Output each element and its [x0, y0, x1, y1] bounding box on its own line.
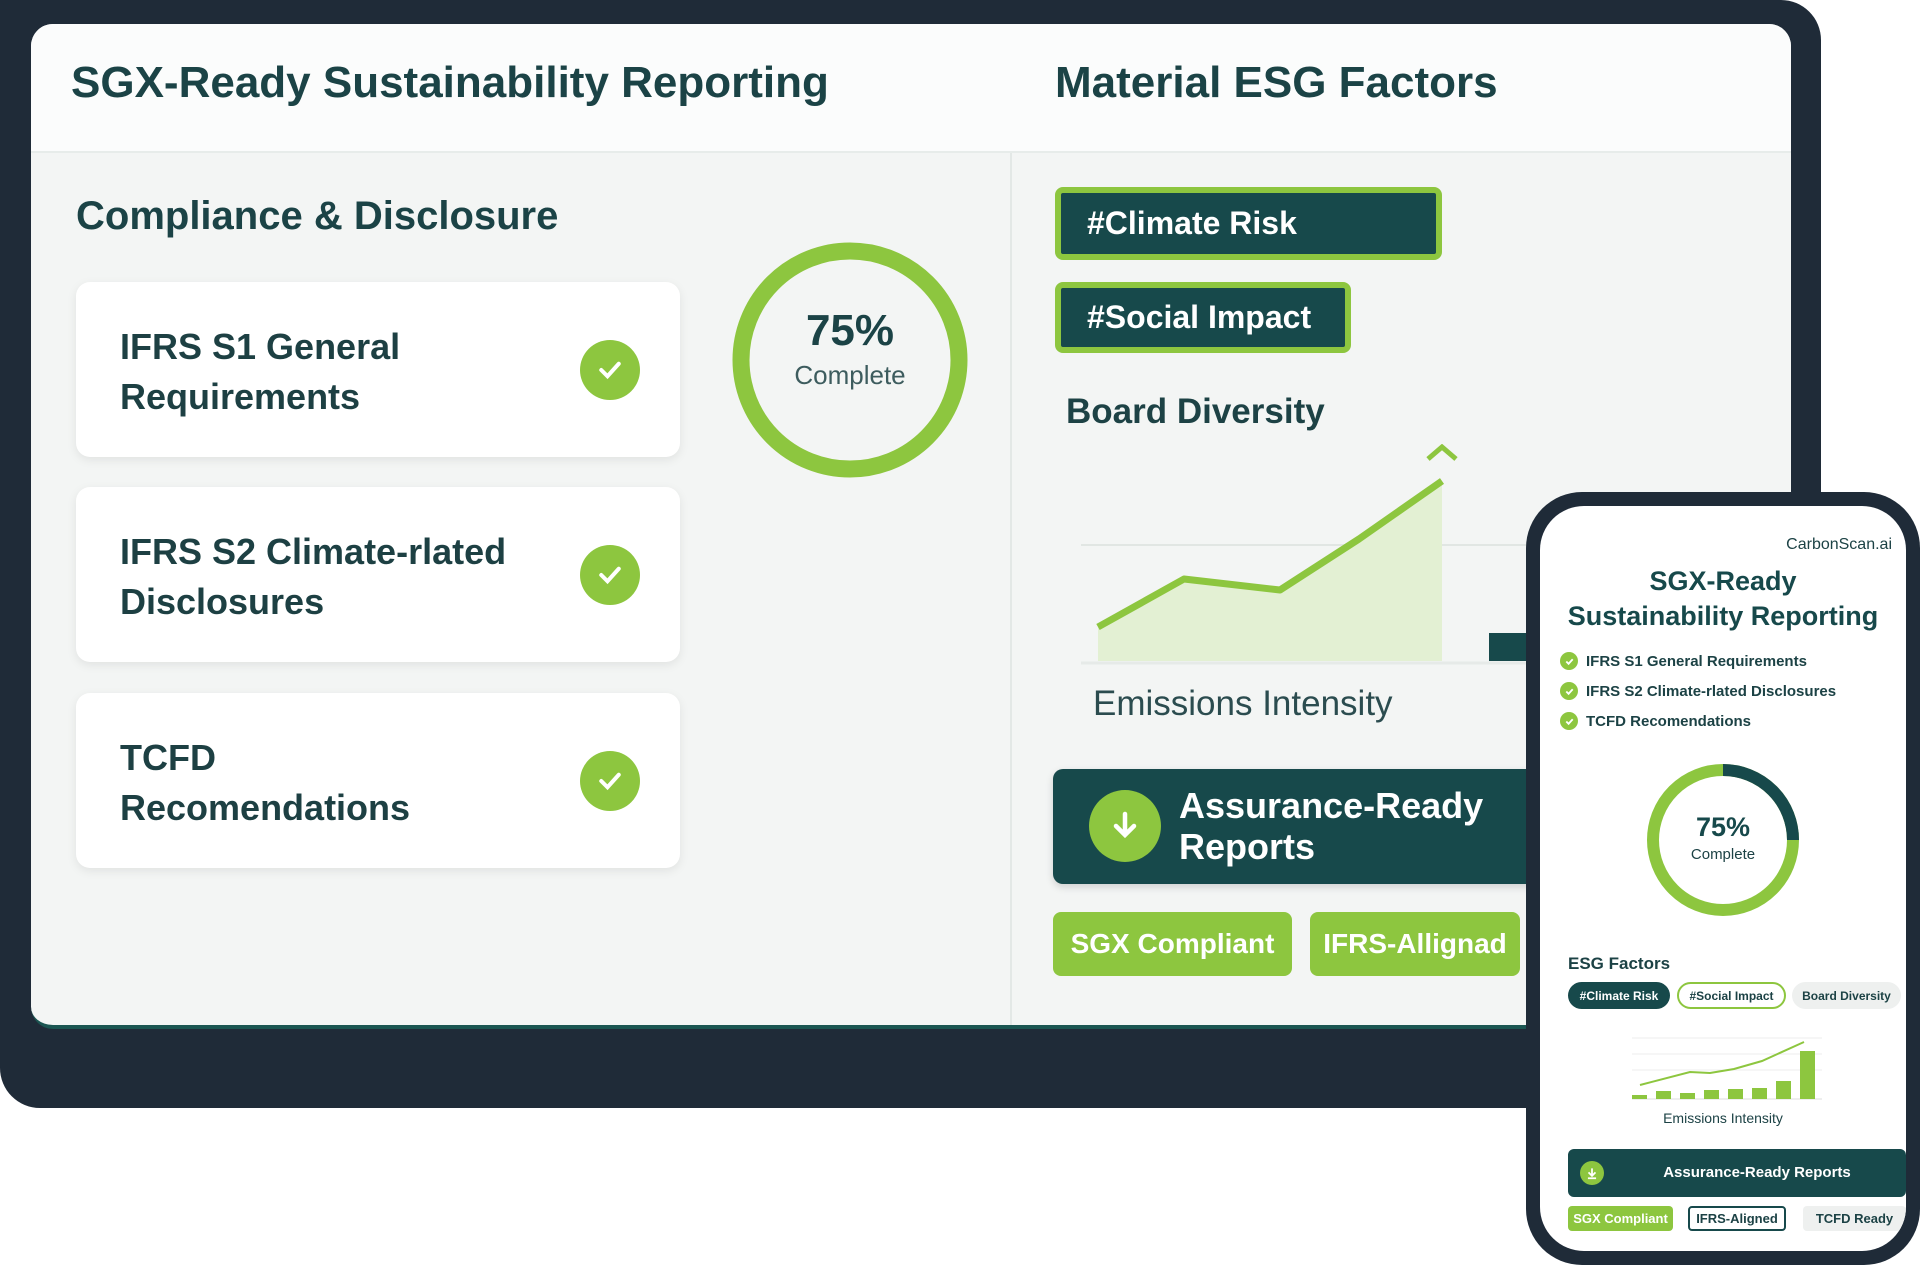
remaining-arc — [1647, 764, 1799, 916]
bar — [1489, 633, 1531, 661]
phone-title-line: Sustainability Reporting — [1567, 601, 1879, 631]
bar — [1728, 1089, 1743, 1099]
tag-social-impact[interactable]: #Social Impact — [1055, 282, 1351, 353]
item-label: TCFD Recomendations — [1586, 712, 1752, 730]
chip-board-diversity[interactable]: Board Diversity — [1792, 982, 1901, 1009]
progress-percent: 75% — [805, 306, 895, 355]
check-icon — [1560, 652, 1578, 670]
phone-title-line: SGX-Ready — [1649, 566, 1797, 596]
badge-sgx-compliant: SGX Compliant — [1568, 1206, 1673, 1231]
phone-screen: CarbonScan.ai SGX-Ready Sustainability R… — [1540, 506, 1906, 1251]
phone-emissions-chart — [1632, 1037, 1822, 1100]
esg-factors-title: ESG Factors — [1568, 954, 1671, 973]
phone-checklist: IFRS S1 General Requirements IFRS S2 Cli… — [1560, 652, 1836, 730]
checklist-item[interactable]: IFRS S1 General Requirements — [76, 282, 680, 457]
assurance-reports-button[interactable]: Assurance-Ready Reports — [1568, 1149, 1906, 1197]
bar — [1704, 1090, 1719, 1099]
check-icon — [1560, 712, 1578, 730]
divider — [1010, 153, 1012, 1025]
check-icon — [580, 545, 640, 605]
phone-title: SGX-Ready Sustainability Reporting — [1540, 564, 1906, 634]
checklist-item[interactable]: TCFD Recomendations — [76, 693, 680, 868]
checklist-label: IFRS S2 Climate-rlated Disclosures — [120, 531, 507, 622]
check-icon — [1560, 682, 1578, 700]
phone-checklist-item: TCFD Recomendations — [1560, 712, 1836, 730]
progress-sub: Complete — [794, 360, 906, 390]
board-diversity-label: Board Diversity — [1066, 392, 1325, 431]
checklist-item[interactable]: IFRS S2 Climate-rlated Disclosures — [76, 487, 680, 662]
bar — [1656, 1091, 1671, 1099]
progress-sub: Complete — [1690, 846, 1756, 863]
tag-climate-risk[interactable]: #Climate Risk — [1055, 187, 1442, 260]
phone-frame: CarbonScan.ai SGX-Ready Sustainability R… — [1526, 492, 1920, 1265]
phone-checklist-item: IFRS S1 General Requirements — [1560, 652, 1836, 670]
arrow-up-icon — [1426, 444, 1458, 461]
bar — [1632, 1095, 1647, 1099]
checklist-label: IFRS S1 General Requirements — [120, 326, 401, 417]
laptop-frame: SGX-Ready Sustainability Reporting Mater… — [0, 0, 1821, 1108]
chip-climate-risk[interactable]: #Climate Risk — [1568, 982, 1670, 1009]
badge-ifrs-aligned: IFRS-Allignad — [1310, 912, 1520, 976]
header: SGX-Ready Sustainability Reporting Mater… — [31, 24, 1791, 153]
page-title: SGX-Ready Sustainability Reporting — [71, 58, 829, 107]
progress-percent: 75% — [1695, 812, 1751, 842]
bar — [1776, 1081, 1791, 1099]
desktop-screen: SGX-Ready Sustainability Reporting Mater… — [31, 24, 1791, 1029]
badge-ifrs-aligned: IFRS-Aligned — [1688, 1206, 1786, 1231]
check-icon — [580, 340, 640, 400]
esg-factors-title: Material ESG Factors — [1055, 58, 1498, 107]
trend-line — [1639, 1041, 1805, 1086]
item-label: IFRS S2 Climate-rlated Disclosures — [1586, 682, 1837, 700]
bar — [1752, 1088, 1767, 1099]
badge-tcfd-ready: TCFD Ready — [1803, 1206, 1906, 1231]
check-icon — [580, 751, 640, 811]
bar — [1800, 1051, 1815, 1099]
download-icon — [1580, 1161, 1604, 1185]
emissions-intensity-label: Emissions Intensity — [1093, 684, 1393, 723]
bar — [1680, 1093, 1695, 1099]
progress-ring: 75% Complete — [732, 242, 968, 478]
trend-line — [1096, 478, 1445, 631]
phone-checklist-item: IFRS S2 Climate-rlated Disclosures — [1560, 682, 1836, 700]
button-label: Assurance-Ready Reports — [1179, 785, 1484, 867]
chip-social-impact[interactable]: #Social Impact — [1677, 982, 1786, 1009]
button-label: Assurance-Ready Reports — [1663, 1164, 1851, 1181]
area-fill — [1098, 481, 1442, 661]
brand-name: CarbonScan.ai — [1786, 536, 1892, 553]
section-title: Compliance & Disclosure — [76, 194, 559, 238]
item-label: IFRS S1 General Requirements — [1586, 652, 1807, 670]
phone-progress-ring: 75% Complete — [1647, 764, 1799, 916]
badge-sgx-compliant: SGX Compliant — [1053, 912, 1292, 976]
checklist-label: TCFD Recomendations — [120, 737, 411, 828]
download-icon — [1089, 790, 1161, 862]
emissions-intensity-label: Emissions Intensity — [1663, 1110, 1783, 1126]
